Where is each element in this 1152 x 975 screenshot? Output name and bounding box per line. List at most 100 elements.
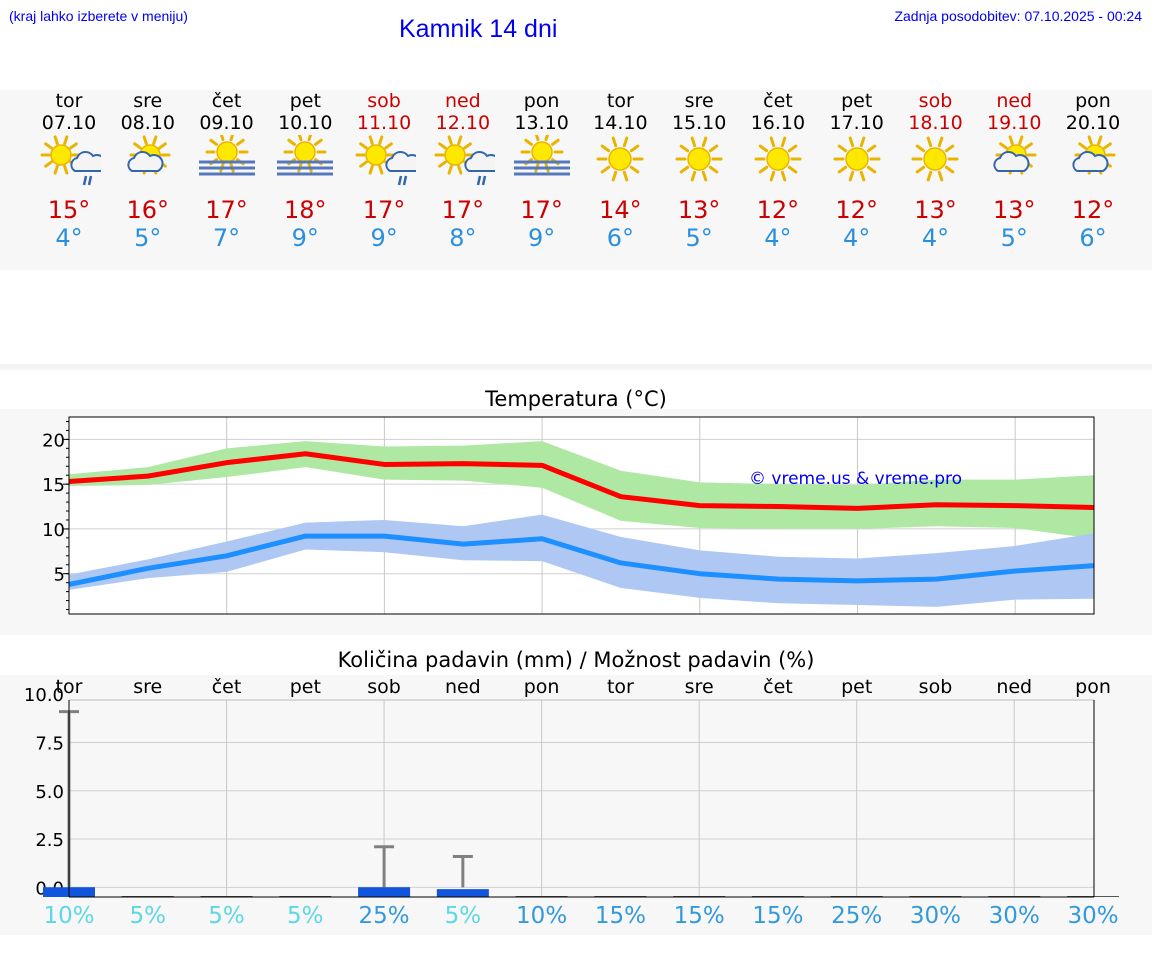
forecast-day: čet 16.10 12° 4°: [738, 90, 818, 252]
forecast-day: čet 09.10 17° 7°: [187, 90, 267, 252]
precip-probability: 30%: [909, 903, 962, 929]
location-hint: (kraj lahko izberete v meniju): [9, 8, 188, 24]
temp-ytick-label: 20: [42, 430, 65, 451]
day-weekday: tor: [606, 90, 634, 112]
day-weekday: pet: [289, 90, 321, 112]
precip-xtick-label: sre: [685, 676, 714, 698]
day-date: 19.10: [987, 112, 1042, 134]
temp-ytick-label: 15: [42, 475, 65, 496]
day-min-temp: 4°: [921, 224, 950, 252]
sun-cloud-rain-icon: [434, 135, 495, 186]
day-weekday: čet: [211, 90, 242, 112]
sun-icon: [596, 136, 644, 182]
day-weekday: ned: [996, 90, 1033, 112]
forecast-day: pon 13.10 17° 9°: [502, 90, 582, 252]
precip-xtick-label: tor: [56, 676, 83, 698]
day-date: 18.10: [908, 112, 963, 134]
day-min-temp: 7°: [212, 224, 241, 252]
sun-cloud-rain-icon: [40, 135, 101, 186]
day-weekday: sob: [918, 90, 953, 112]
day-weekday: pon: [1075, 90, 1111, 112]
day-max-temp: 17°: [441, 196, 485, 224]
sun-fog-icon: [277, 135, 334, 176]
precip-xtick-label: čet: [763, 676, 793, 698]
day-weekday: pon: [523, 90, 560, 112]
day-max-temp: 13°: [677, 196, 721, 224]
forecast-day: sob 11.10 17° 9°: [344, 90, 424, 252]
day-date: 11.10: [356, 112, 412, 134]
day-max-temp: 12°: [835, 196, 878, 224]
day-max-temp: 15°: [47, 196, 91, 224]
sun-cloud-icon: [127, 135, 171, 175]
day-max-temp: 13°: [992, 196, 1036, 224]
precip-probability: 5%: [444, 903, 482, 929]
precip-probability: 30%: [988, 903, 1040, 929]
forecast-day: sre 15.10 13° 5°: [659, 90, 739, 252]
day-max-temp: 16°: [126, 196, 170, 224]
precip-xtick-label: tor: [607, 676, 634, 698]
precip-xtick-label: pet: [290, 676, 321, 698]
precip-ytick-label: 7.5: [35, 733, 64, 754]
precip-probability: 5%: [287, 903, 324, 929]
day-date: 12.10: [435, 112, 491, 134]
sun-icon: [833, 136, 881, 182]
precipitation-chart: 10.07.55.02.50.0torsrečetpetsobnedpontor…: [24, 676, 1120, 899]
section-divider: [0, 364, 1152, 370]
watermark: © vreme.us & vreme.pro: [749, 469, 962, 489]
sun-icon: [754, 136, 802, 182]
temp-ytick-label: 5: [54, 565, 65, 586]
forecast-day: ned 12.10 17° 8°: [423, 90, 503, 252]
sun-cloud-icon: [1072, 135, 1116, 175]
precipitation-probability-row: 10% 5% 5% 5% 25% 5% 10% 15% 15% 15% 25% 30% 30% 30%: [0, 903, 1152, 933]
day-min-temp: 4°: [843, 224, 871, 252]
day-min-temp: 4°: [764, 224, 792, 252]
day-min-temp: 9°: [291, 224, 319, 252]
last-updated: Zadnja posodobitev: 07.10.2025 - 00:24: [894, 8, 1142, 24]
day-date: 16.10: [750, 112, 806, 134]
precip-xtick-label: pet: [841, 676, 872, 698]
precip-xtick-label: sob: [919, 676, 953, 698]
forecast-band: [0, 90, 1152, 270]
day-min-temp: 8°: [449, 224, 477, 252]
day-min-temp: 5°: [134, 224, 162, 252]
precip-probability: 15%: [673, 903, 725, 929]
day-weekday: ned: [444, 90, 481, 112]
forecast-day: pon 20.10 12° 6°: [1053, 90, 1133, 252]
temp-plot-border: [68, 416, 1095, 615]
day-max-temp: 17°: [205, 196, 248, 224]
day-min-temp: 5°: [685, 224, 713, 252]
forecast-day: pet 10.10 18° 9°: [265, 90, 345, 252]
precip-probability: 5%: [208, 903, 245, 929]
day-date: 14.10: [593, 112, 648, 134]
tmax-line: [68, 451, 1095, 511]
precip-probability: 25%: [831, 903, 883, 929]
day-min-temp: 6°: [1079, 224, 1107, 252]
sun-cloud-icon: [993, 135, 1037, 175]
precip-probability: 30%: [1067, 903, 1119, 929]
day-date: 09.10: [199, 112, 254, 134]
sun-icon: [675, 136, 723, 182]
day-weekday: tor: [55, 90, 83, 112]
day-date: 10.10: [278, 112, 333, 134]
sun-fog-icon: [198, 135, 255, 176]
forecast-day: tor 07.10 15° 4°: [29, 90, 109, 252]
day-max-temp: 17°: [362, 196, 406, 224]
precip-xtick-label: ned: [996, 676, 1032, 698]
day-weekday: sob: [367, 90, 401, 112]
day-date: 15.10: [671, 112, 727, 134]
day-date: 20.10: [1065, 112, 1121, 134]
day-min-temp: 9°: [370, 224, 398, 252]
tmin-line: [68, 533, 1095, 587]
forecast-day: ned 19.10 13° 5°: [974, 90, 1054, 252]
day-max-temp: 13°: [914, 196, 957, 224]
temperature-chart-title: Temperatura (°C): [485, 387, 667, 411]
page-title: Kamnik 14 dni: [399, 15, 558, 43]
precipitation-chart-title: Količina padavin (mm) / Možnost padavin …: [337, 648, 815, 672]
day-max-temp: 17°: [520, 196, 563, 224]
precip-xtick-label: čet: [212, 676, 242, 698]
sun-icon: [911, 136, 959, 182]
day-weekday: sre: [684, 90, 714, 112]
day-weekday: sre: [133, 90, 163, 112]
day-min-temp: 4°: [55, 224, 83, 252]
precip-xtick-label: sob: [367, 676, 401, 698]
